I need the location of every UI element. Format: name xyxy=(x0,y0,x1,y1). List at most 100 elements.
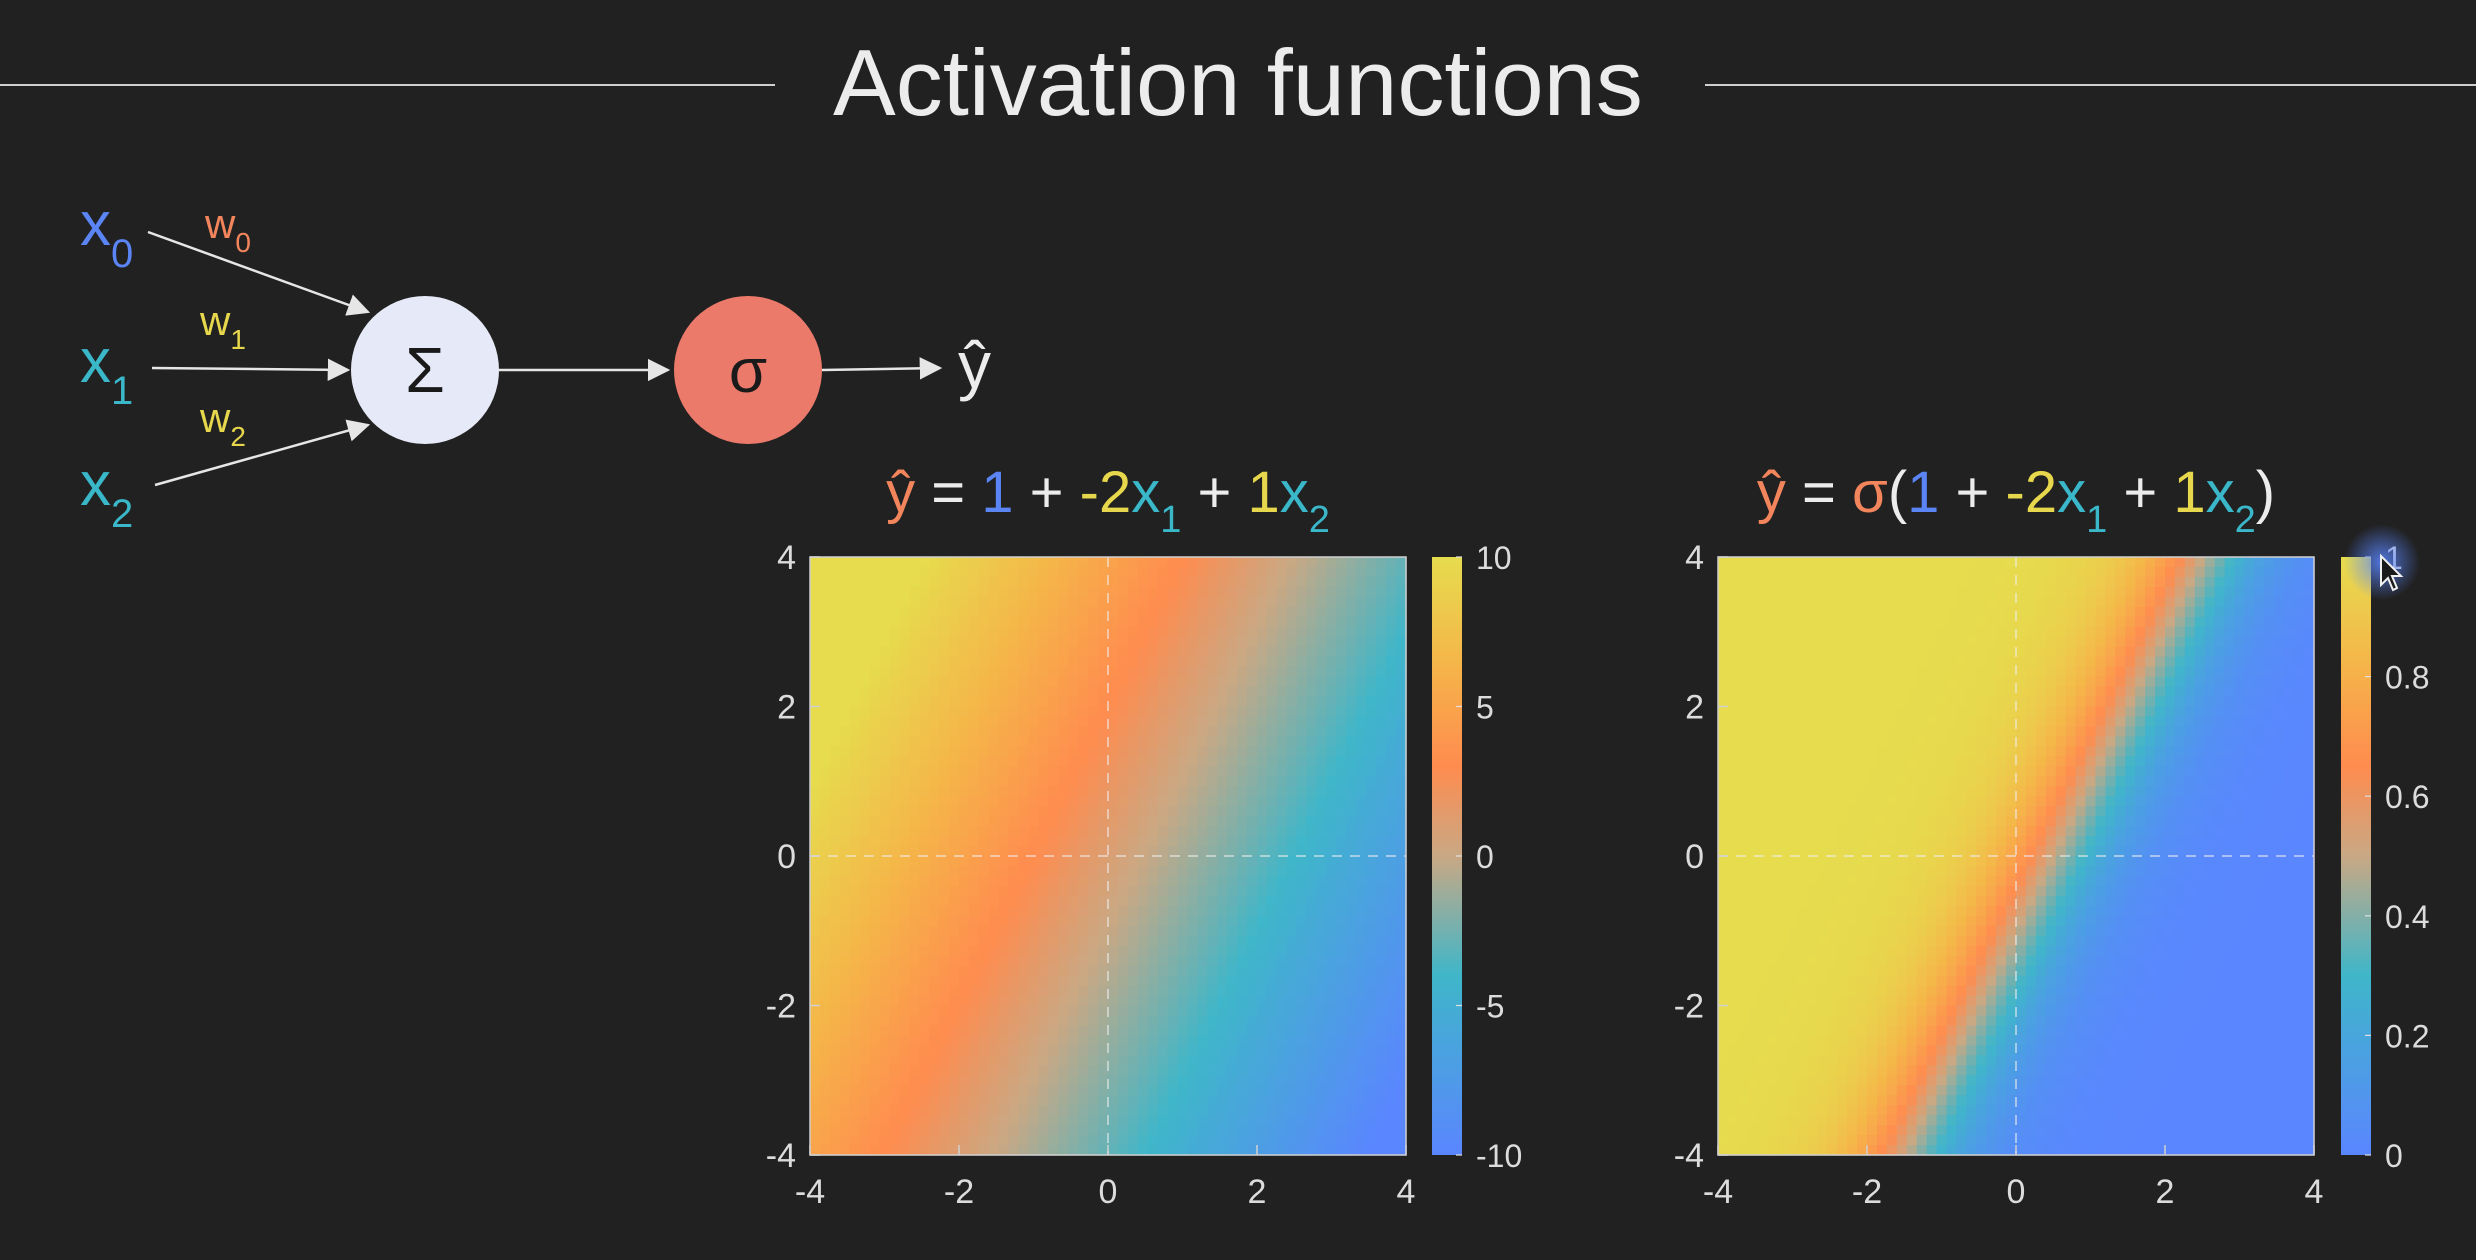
heatmap-cell xyxy=(1807,965,1818,977)
heatmap-cell xyxy=(849,616,861,628)
heatmap-cell xyxy=(1847,935,1858,947)
heatmap-cell xyxy=(1217,1075,1228,1086)
heatmap-cell xyxy=(1306,1075,1318,1086)
heatmap-cell xyxy=(810,955,821,967)
heatmap-cell xyxy=(909,756,920,767)
heatmap-cell xyxy=(1068,676,1079,688)
heatmap-cell xyxy=(849,1085,861,1096)
heatmap-cell xyxy=(1857,1105,1868,1116)
heatmap-cell xyxy=(1207,865,1218,877)
heatmap-cell xyxy=(939,616,950,628)
heatmap-cell xyxy=(959,786,970,797)
heatmap-cell xyxy=(1008,1105,1020,1116)
heatmap-cell xyxy=(1867,736,1878,747)
heatmap-cell xyxy=(1757,915,1769,927)
heatmap-cell xyxy=(1777,796,1789,807)
heatmap-cell xyxy=(1167,945,1179,957)
heatmap-cell xyxy=(1247,955,1258,967)
heatmap-cell xyxy=(1777,1095,1789,1106)
heatmap-cell xyxy=(1767,875,1779,887)
heatmap-cell xyxy=(1747,895,1759,907)
heatmap-cell xyxy=(1718,955,1729,967)
heatmap-cell xyxy=(1286,796,1298,807)
heatmap-cell xyxy=(1916,875,1928,887)
heatmap-cell xyxy=(1886,736,1898,747)
heatmap-cell xyxy=(1718,865,1729,877)
heatmap-cell xyxy=(1396,776,1407,787)
heatmap-cell xyxy=(1286,696,1298,708)
heatmap-cell xyxy=(988,836,1000,847)
heatmap-cell xyxy=(1356,985,1367,997)
heatmap-cell xyxy=(1286,1045,1298,1056)
heatmap-cell xyxy=(1807,557,1818,568)
heatmap-cell xyxy=(839,586,851,598)
heatmap-cell xyxy=(1727,596,1739,608)
heatmap-cell xyxy=(1797,557,1808,568)
heatmap-cell xyxy=(1157,1005,1169,1017)
heatmap-cell xyxy=(869,786,881,797)
heatmap-cell xyxy=(1157,1015,1169,1027)
heatmap-cell xyxy=(829,985,841,997)
heatmap-cell xyxy=(1147,726,1159,737)
heatmap-cell xyxy=(1807,995,1818,1007)
heatmap-cell xyxy=(829,736,841,747)
heatmap-cell xyxy=(1068,816,1079,827)
x-tick-label: -2 xyxy=(944,1173,974,1211)
heatmap-cell xyxy=(1088,676,1099,688)
heatmap-cell xyxy=(1857,1065,1868,1076)
heatmap-cell xyxy=(849,576,861,588)
heatmap-cell xyxy=(1296,826,1308,837)
heatmap-cell xyxy=(1197,975,1208,987)
heatmap-cell xyxy=(1797,636,1808,648)
heatmap-cell xyxy=(1068,995,1079,1007)
heatmap-cell xyxy=(929,975,940,987)
heatmap-cell xyxy=(1366,1135,1377,1146)
heatmap-cell xyxy=(929,576,940,588)
heatmap-cell xyxy=(909,905,920,917)
heatmap-cell xyxy=(1376,806,1387,817)
heatmap-cell xyxy=(929,895,940,907)
heatmap-cell xyxy=(1777,865,1789,877)
heatmap-cell xyxy=(1127,1145,1139,1156)
heatmap-cell xyxy=(1286,945,1298,957)
heatmap-cell xyxy=(959,905,970,917)
heatmap-cell xyxy=(1837,666,1848,678)
heatmap-cell xyxy=(1797,995,1808,1007)
heatmap-cell xyxy=(1336,586,1347,598)
heatmap-cell xyxy=(1326,1125,1338,1136)
heatmap-cell xyxy=(1376,846,1387,857)
heatmap-cell xyxy=(1326,696,1338,708)
heatmap-cell xyxy=(1078,736,1089,747)
heatmap-cell xyxy=(1386,646,1397,658)
heatmap-cell xyxy=(939,1015,950,1027)
heatmap-cell xyxy=(1837,796,1848,807)
sum-symbol: Σ xyxy=(405,334,445,406)
heatmap-cell xyxy=(1876,985,1888,997)
heatmap-cell xyxy=(1797,776,1808,787)
heatmap-cell xyxy=(1247,1135,1258,1146)
heatmap-cell xyxy=(810,557,821,568)
heatmap-cell xyxy=(1797,766,1808,777)
heatmap-cell xyxy=(949,965,960,977)
heatmap-cell xyxy=(1837,636,1848,648)
heatmap-cell xyxy=(1326,557,1338,568)
heatmap-cell xyxy=(1177,1005,1189,1017)
heatmap-cell xyxy=(889,806,900,817)
heatmap-cell xyxy=(1886,1065,1898,1076)
heatmap-cell xyxy=(1127,696,1139,708)
heatmap-cell xyxy=(1286,875,1298,887)
heatmap-cell xyxy=(1396,925,1407,937)
heatmap-cell xyxy=(1137,1095,1149,1106)
heatmap-cell xyxy=(1827,666,1838,678)
heatmap-cell xyxy=(1396,856,1407,867)
heatmap-cell xyxy=(1157,846,1169,857)
heatmap-cell xyxy=(998,895,1010,907)
heatmap-cell xyxy=(1727,646,1739,658)
heatmap-cell xyxy=(1117,1035,1129,1046)
heatmap-cell xyxy=(879,557,891,568)
heatmap-cell xyxy=(1237,1015,1248,1027)
heatmap-cell xyxy=(839,945,851,957)
heatmap-cell xyxy=(1757,1085,1769,1096)
heatmap-cell xyxy=(1276,586,1288,598)
heatmap-cell xyxy=(1108,875,1119,887)
